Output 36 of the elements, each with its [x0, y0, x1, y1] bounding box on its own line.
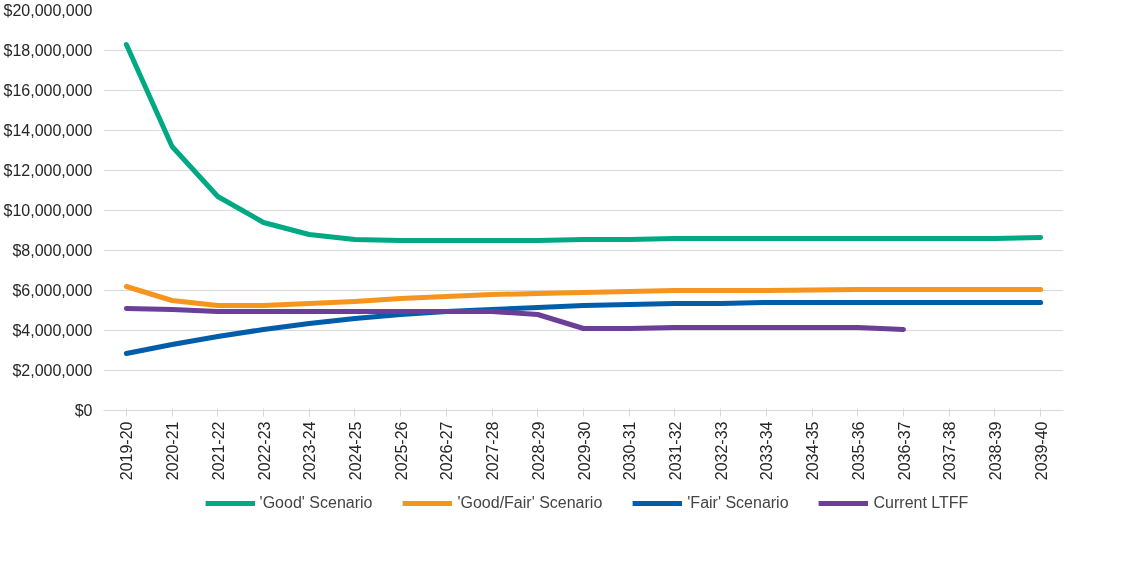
x-tick-label: 2019-20 [118, 421, 136, 481]
y-tick-label: $12,000,000 [3, 162, 93, 179]
y-tick-label: $6,000,000 [12, 282, 93, 299]
x-tick-label: 2039-40 [1032, 421, 1050, 481]
x-tick-label: 2036-37 [895, 421, 913, 481]
x-tick-label: 2026-27 [438, 421, 456, 481]
x-tick-label: 2038-39 [986, 421, 1004, 481]
y-tick-label: $4,000,000 [12, 322, 93, 339]
x-tick-label: 2020-21 [164, 421, 182, 481]
legend-label: 'Good/Fair' Scenario [457, 494, 603, 512]
legend-label: 'Good' Scenario [259, 494, 373, 512]
y-tick-label: $10,000,000 [3, 202, 93, 219]
legend-label: 'Fair' Scenario [687, 494, 789, 512]
x-tick-label: 2025-26 [392, 421, 410, 481]
y-tick-label: $16,000,000 [3, 82, 93, 99]
x-tick-label: 2034-35 [804, 421, 822, 481]
x-tick-label: 2030-31 [621, 421, 639, 481]
legend-label: Current LTFF [873, 494, 969, 512]
x-tick-label: 2028-29 [529, 421, 547, 481]
x-tick-label: 2022-23 [255, 421, 273, 481]
x-tick-label: 2027-28 [484, 421, 502, 481]
x-tick-label: 2032-33 [712, 421, 730, 481]
x-tick-label: 2035-36 [849, 421, 867, 481]
x-tick-label: 2024-25 [346, 421, 364, 481]
x-tick-label: 2023-24 [301, 421, 319, 481]
y-tick-label: $0 [74, 402, 93, 419]
x-tick-label: 2037-38 [941, 421, 959, 481]
x-tick-label: 2031-32 [666, 421, 684, 481]
x-tick-label: 2029-30 [575, 421, 593, 481]
y-tick-label: $14,000,000 [3, 122, 93, 139]
x-tick-label: 2021-22 [209, 421, 227, 481]
y-tick-label: $18,000,000 [3, 42, 93, 59]
x-tick-label: 2033-34 [758, 421, 776, 481]
y-tick-label: $20,000,000 [3, 2, 93, 19]
y-tick-label: $2,000,000 [12, 362, 93, 379]
y-tick-label: $8,000,000 [12, 242, 93, 259]
